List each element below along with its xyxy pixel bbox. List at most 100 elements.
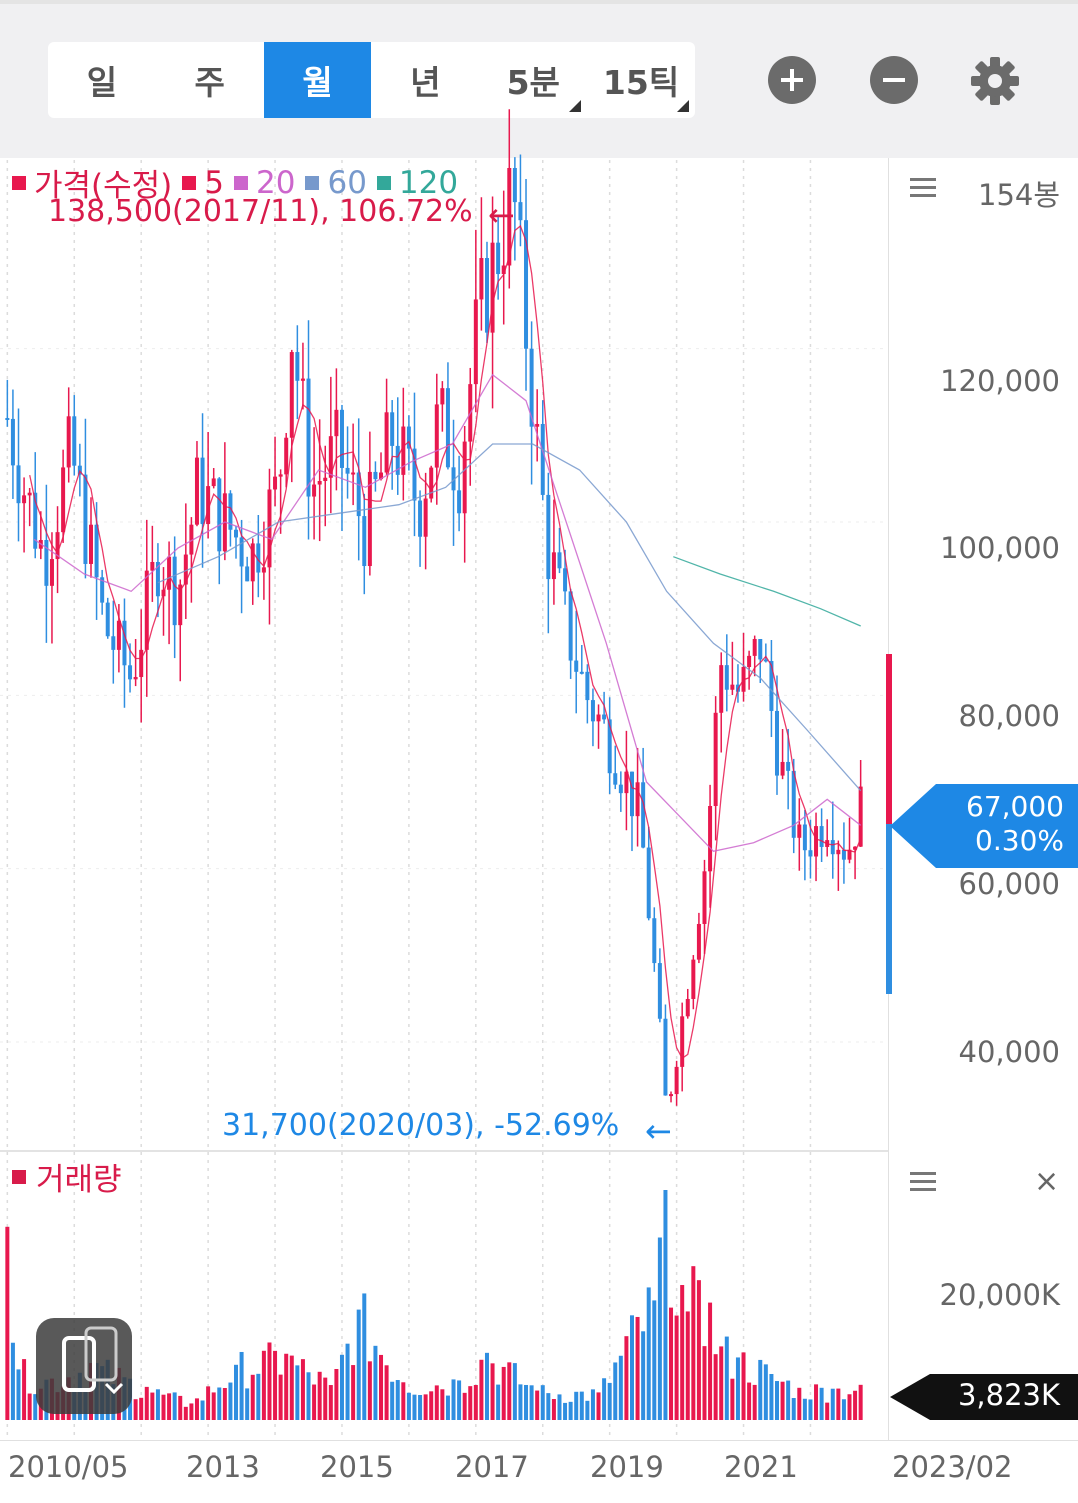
tab-day[interactable]: 일 (48, 42, 156, 118)
candle-body (167, 556, 172, 590)
candle-body (691, 959, 696, 999)
volume-bar (786, 1380, 791, 1420)
volume-bar (763, 1364, 768, 1420)
candle-body (496, 242, 501, 275)
candle-body (847, 849, 852, 860)
volume-menu-icon[interactable] (910, 1172, 936, 1192)
volume-bar (27, 1393, 32, 1420)
volume-bar (579, 1391, 584, 1420)
dropdown-corner-icon (569, 100, 582, 112)
candle-body (484, 258, 489, 333)
volume-bar (384, 1365, 389, 1420)
tab-month[interactable]: 월 (263, 42, 372, 118)
ma60-line (157, 443, 862, 792)
zoom-out-button[interactable] (870, 56, 918, 104)
candle-body (780, 761, 785, 776)
bar-count: 154봉 (978, 178, 1061, 212)
settings-button[interactable] (968, 54, 1022, 108)
panel-divider (0, 1150, 888, 1152)
tab-year[interactable]: 년 (371, 42, 479, 118)
volume-bar (250, 1374, 255, 1420)
ma120-line (673, 556, 861, 627)
volume-bar (245, 1388, 250, 1420)
volume-bar (373, 1345, 378, 1420)
volume-bar (390, 1381, 395, 1420)
volume-bar (629, 1315, 634, 1420)
volume-bar (724, 1336, 729, 1420)
volume-bar (429, 1391, 434, 1420)
tab-week[interactable]: 주 (156, 42, 264, 118)
ma5-line (29, 224, 862, 1060)
candle-body (267, 489, 272, 568)
price-menu-icon[interactable] (910, 178, 936, 198)
tab-5min[interactable]: 5분 (479, 42, 587, 118)
candle-body (217, 478, 222, 552)
rotate-screen-button[interactable] (36, 1318, 132, 1414)
volume-bar (155, 1389, 160, 1420)
volume-bar (339, 1354, 344, 1420)
candle-body (16, 465, 21, 504)
candle-body (841, 849, 846, 860)
y-tick: 60,000 (958, 867, 1060, 901)
candle-body (445, 388, 450, 468)
minus-icon (883, 78, 905, 82)
legend-ma120: 120 (376, 165, 458, 201)
volume-bar (484, 1352, 489, 1420)
volume-bar (563, 1402, 568, 1420)
volume-bar (183, 1406, 188, 1420)
candle-body (5, 418, 10, 420)
candle-body (10, 418, 15, 466)
close-volume-icon[interactable]: × (1034, 1164, 1060, 1199)
current-price-marker: 67,000 0.30% (890, 784, 1078, 868)
volume-bar (546, 1393, 551, 1420)
candle-body (423, 498, 428, 537)
candle-body (730, 684, 735, 690)
tab-15tick[interactable]: 15틱 (587, 42, 695, 118)
candle-body (111, 636, 116, 650)
volume-bar (423, 1394, 428, 1420)
candle-body (172, 556, 177, 626)
volume-bar (585, 1400, 590, 1420)
volume-bar (284, 1353, 289, 1420)
low-arrow-icon: ← (645, 1112, 672, 1150)
tab-label: 년 (410, 63, 441, 102)
volume-bar (814, 1384, 819, 1420)
candle-body (155, 561, 160, 597)
volume-y-tick: 20,000K (939, 1278, 1061, 1312)
candle-body (122, 620, 127, 666)
candle-body (339, 409, 344, 468)
volume-bar (574, 1391, 579, 1420)
candle-body (524, 220, 529, 349)
candle-body (607, 719, 612, 774)
legend-ma20: 20 (234, 165, 295, 201)
rotate-icon (62, 1326, 124, 1395)
candle-body (418, 500, 423, 537)
candle-body (629, 771, 634, 817)
candle-body (351, 472, 356, 475)
candle-body (657, 963, 662, 1019)
candle-body (345, 467, 350, 474)
volume-bar (178, 1395, 183, 1420)
candle-body (128, 665, 133, 680)
volume-bar (362, 1293, 367, 1420)
volume-bar (133, 1399, 138, 1420)
chart-canvas[interactable] (0, 0, 888, 1440)
volume-bar (752, 1384, 757, 1420)
volume-bar (161, 1394, 166, 1420)
volume-bar (234, 1364, 239, 1420)
x-tick: 2017 (455, 1450, 529, 1484)
candle-body (830, 840, 835, 855)
candle-body (512, 167, 517, 203)
candle-body (596, 714, 601, 722)
volume-bar (624, 1336, 629, 1420)
plus-icon (781, 69, 803, 91)
candle-body (535, 423, 540, 427)
period-tabs: 일 주 월 년 5분 15틱 (48, 42, 695, 118)
candle-body (696, 923, 701, 960)
zoom-in-button[interactable] (768, 56, 816, 104)
volume-bar (139, 1397, 144, 1420)
volume-bar (289, 1355, 294, 1420)
volume-bar (613, 1362, 618, 1420)
candle-body (613, 773, 618, 785)
candle-body (702, 871, 707, 924)
